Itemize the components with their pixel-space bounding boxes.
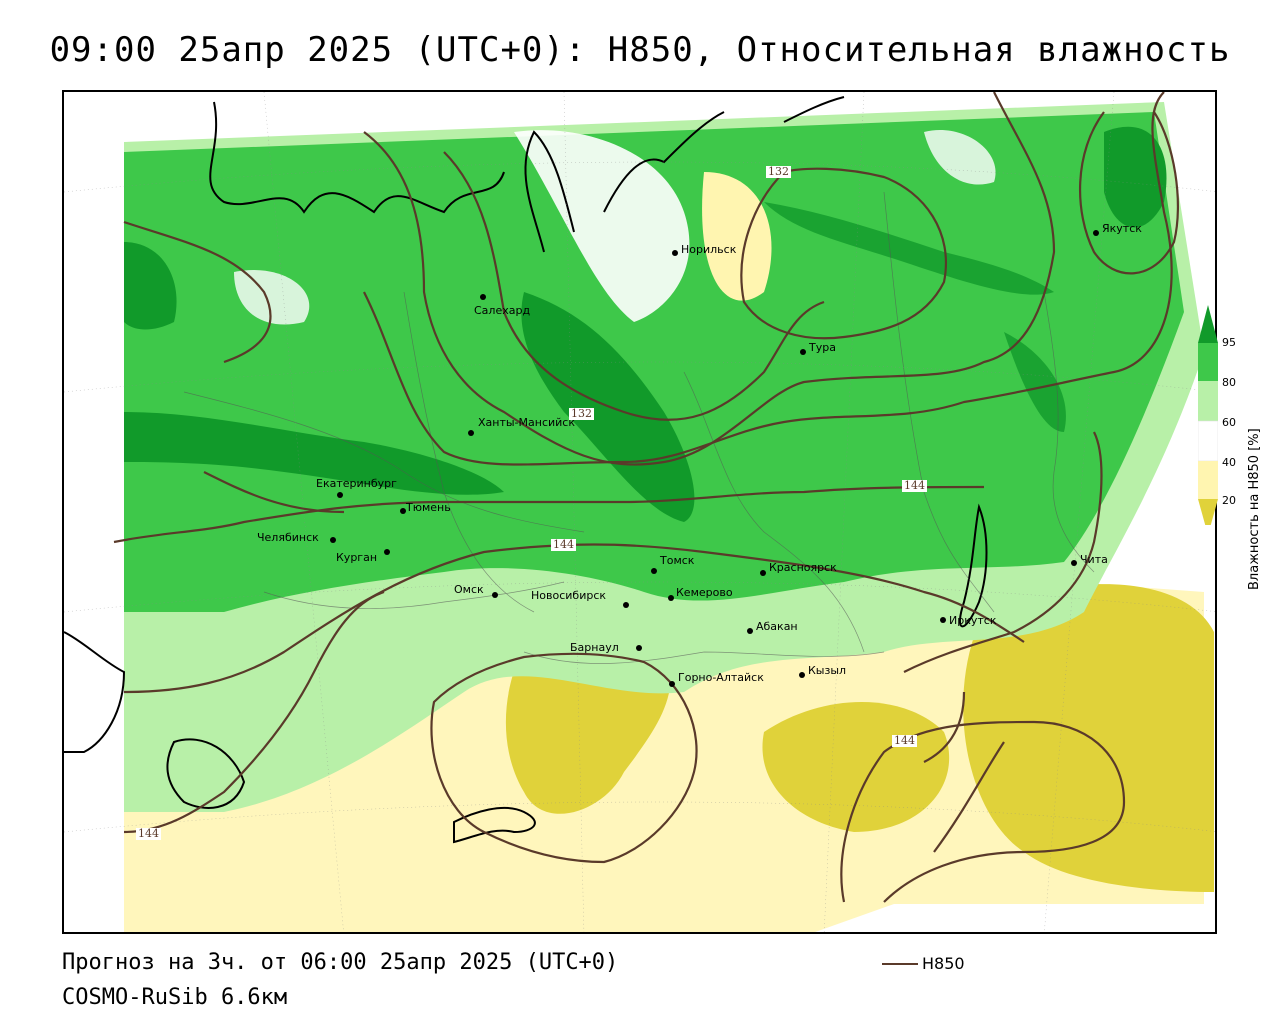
h850-contours (113, 92, 1180, 903)
city-marker (1093, 230, 1099, 236)
city-label: Якутск (1102, 222, 1142, 235)
city-marker (384, 549, 390, 555)
city-label: Новосибирск (531, 589, 607, 602)
city-marker (940, 617, 946, 623)
city-label: Омск (454, 583, 484, 596)
city-label: Салехард (474, 304, 531, 317)
city-marker (492, 592, 498, 598)
city-label: Горно-Алтайск (678, 671, 764, 684)
city-label: Томск (660, 554, 695, 567)
city-label: Челябинск (257, 531, 319, 544)
contour-label: 132 (766, 165, 791, 178)
city-label: Ханты-Мансийск (478, 416, 575, 429)
city-marker (1071, 560, 1077, 566)
city-marker (747, 628, 753, 634)
legend-tick: 95 (1222, 336, 1236, 349)
city-marker (480, 294, 486, 300)
city-marker (337, 492, 343, 498)
contour-legend-line (882, 963, 918, 965)
city-label: Барнаул (570, 641, 619, 654)
city-marker (799, 672, 805, 678)
city-marker (672, 250, 678, 256)
city-label: Тюмень (406, 501, 451, 514)
contour-label: 132 (569, 407, 594, 420)
city-label: Екатеринбург (316, 477, 397, 490)
city-label: Иркутск (949, 614, 997, 627)
city-marker (623, 602, 629, 608)
city-marker (669, 681, 675, 687)
city-label: Абакан (756, 620, 798, 633)
map-title: 09:00 25апр 2025 (UTC+0): H850, Относите… (49, 30, 1231, 70)
city-marker (468, 430, 474, 436)
legend-tick: 80 (1222, 376, 1236, 389)
city-marker (330, 537, 336, 543)
city-label: Кызыл (808, 664, 847, 677)
model-name: COSMO-RuSib 6.6км (62, 985, 288, 1010)
contour-label: 144 (892, 734, 917, 747)
city-marker (651, 568, 657, 574)
city-marker (636, 645, 642, 651)
city-label: Курган (336, 551, 378, 564)
humidity-legend: 95 80 60 40 20 (1198, 305, 1278, 605)
map-panel: 132 132 144 144 144 144 Якутск Норильск … (62, 90, 1217, 934)
city-label: Кемерово (676, 586, 733, 599)
city-marker (760, 570, 766, 576)
contour-legend-label: H850 (922, 954, 965, 973)
legend-colorbar (1198, 305, 1218, 525)
city-label: Тура (809, 341, 836, 354)
forecast-info: Прогноз на 3ч. от 06:00 25апр 2025 (UTC+… (62, 950, 619, 975)
legend-tick: 40 (1222, 456, 1236, 469)
contour-label: 144 (136, 827, 161, 840)
city-marker (800, 349, 806, 355)
city-label: Норильск (681, 243, 737, 256)
legend-tick: 20 (1222, 494, 1236, 507)
contour-label: 144 (902, 479, 927, 492)
city-label: Красноярск (769, 561, 837, 574)
city-marker (668, 595, 674, 601)
city-marker (400, 508, 406, 514)
contour-label: 144 (551, 538, 576, 551)
city-label: Чита (1080, 553, 1108, 566)
humidity-field (64, 92, 1215, 932)
legend-title: Влажность на H850 [%] (1247, 428, 1262, 590)
legend-tick: 60 (1222, 416, 1236, 429)
